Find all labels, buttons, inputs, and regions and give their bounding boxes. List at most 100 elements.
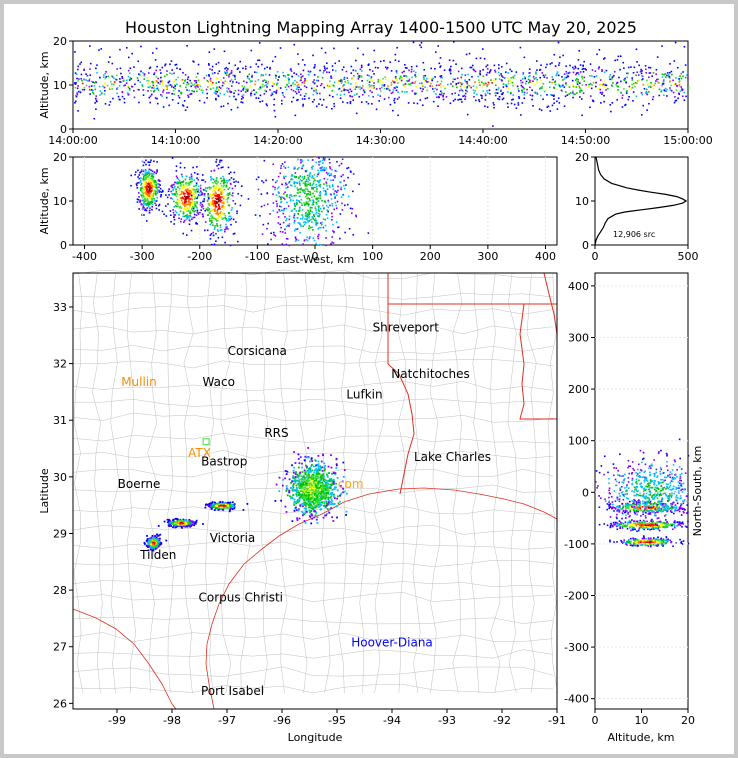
source-point — [360, 87, 363, 89]
source-point — [219, 186, 222, 189]
source-point — [139, 171, 141, 174]
source-point — [684, 64, 687, 66]
source-point — [669, 87, 671, 89]
source-point — [175, 211, 178, 214]
source-point — [661, 73, 664, 76]
source-point — [645, 88, 648, 91]
source-point — [306, 214, 308, 216]
source-point — [155, 87, 158, 90]
source-point — [207, 196, 210, 199]
source-point — [314, 206, 316, 208]
source-point — [522, 73, 525, 76]
source-point — [286, 494, 289, 497]
source-point — [301, 81, 304, 84]
source-point — [334, 201, 337, 204]
source-point — [275, 77, 277, 79]
source-point — [439, 83, 442, 85]
source-point — [153, 199, 156, 202]
source-point — [183, 184, 186, 187]
source-point — [682, 75, 684, 78]
source-point — [179, 518, 182, 521]
source-point — [395, 85, 398, 88]
source-point — [623, 79, 626, 82]
source-point — [237, 240, 239, 243]
source-point — [258, 88, 260, 90]
source-point — [599, 91, 602, 94]
source-point — [245, 88, 247, 91]
source-point — [308, 471, 310, 474]
source-point — [184, 204, 187, 207]
source-point — [291, 195, 293, 198]
source-point — [309, 171, 311, 174]
state-borders — [387, 272, 558, 495]
source-point — [505, 71, 507, 73]
source-point — [502, 92, 504, 94]
source-point — [313, 74, 316, 76]
source-point — [174, 181, 176, 184]
source-point — [261, 233, 264, 235]
source-point — [303, 239, 306, 241]
source-point — [282, 209, 284, 212]
source-point — [439, 57, 442, 59]
source-point — [215, 212, 217, 215]
source-point — [227, 102, 229, 105]
source-point — [318, 226, 321, 229]
source-point — [468, 85, 471, 87]
source-point — [226, 219, 229, 222]
source-point — [266, 86, 268, 88]
source-point — [213, 212, 215, 215]
source-point — [479, 57, 482, 59]
source-point — [355, 214, 357, 217]
source-point — [614, 59, 616, 62]
source-point — [297, 474, 299, 477]
source-point — [297, 199, 300, 202]
source-point — [217, 189, 220, 192]
source-point — [554, 80, 557, 83]
source-point — [178, 179, 181, 182]
source-point — [325, 106, 328, 108]
source-point — [146, 184, 148, 187]
source-point — [299, 201, 301, 203]
source-point — [145, 191, 148, 194]
source-point — [186, 106, 189, 109]
source-point — [114, 78, 117, 81]
source-point — [383, 85, 385, 87]
source-point — [307, 176, 310, 179]
source-point — [314, 502, 316, 504]
source-point — [320, 508, 323, 511]
source-point — [180, 186, 183, 189]
source-point — [293, 220, 296, 222]
source-point — [674, 83, 677, 85]
source-point — [271, 81, 274, 84]
source-point — [151, 86, 153, 89]
source-point — [339, 493, 342, 496]
source-point — [396, 86, 398, 89]
source-point — [233, 171, 236, 174]
source-point — [458, 98, 461, 101]
source-point — [388, 88, 390, 91]
source-point — [317, 506, 320, 508]
source-point — [229, 193, 231, 195]
source-point — [475, 99, 477, 102]
source-point — [310, 465, 313, 468]
source-point — [333, 102, 335, 105]
source-point — [173, 187, 175, 189]
source-point — [378, 100, 381, 102]
source-point — [224, 198, 227, 201]
source-point — [152, 177, 154, 179]
source-point — [297, 63, 300, 65]
source-point — [368, 84, 370, 86]
source-point — [334, 70, 337, 72]
source-point — [145, 169, 147, 172]
source-point — [331, 218, 333, 221]
source-point — [229, 171, 232, 174]
source-point — [261, 86, 264, 88]
source-point — [367, 94, 370, 97]
source-point — [257, 97, 260, 99]
ew-height-xlabel: East-West, km — [276, 253, 354, 266]
source-point — [301, 189, 304, 192]
source-point — [281, 196, 283, 198]
source-point — [123, 101, 126, 104]
source-point — [145, 540, 148, 542]
source-point — [231, 81, 234, 84]
